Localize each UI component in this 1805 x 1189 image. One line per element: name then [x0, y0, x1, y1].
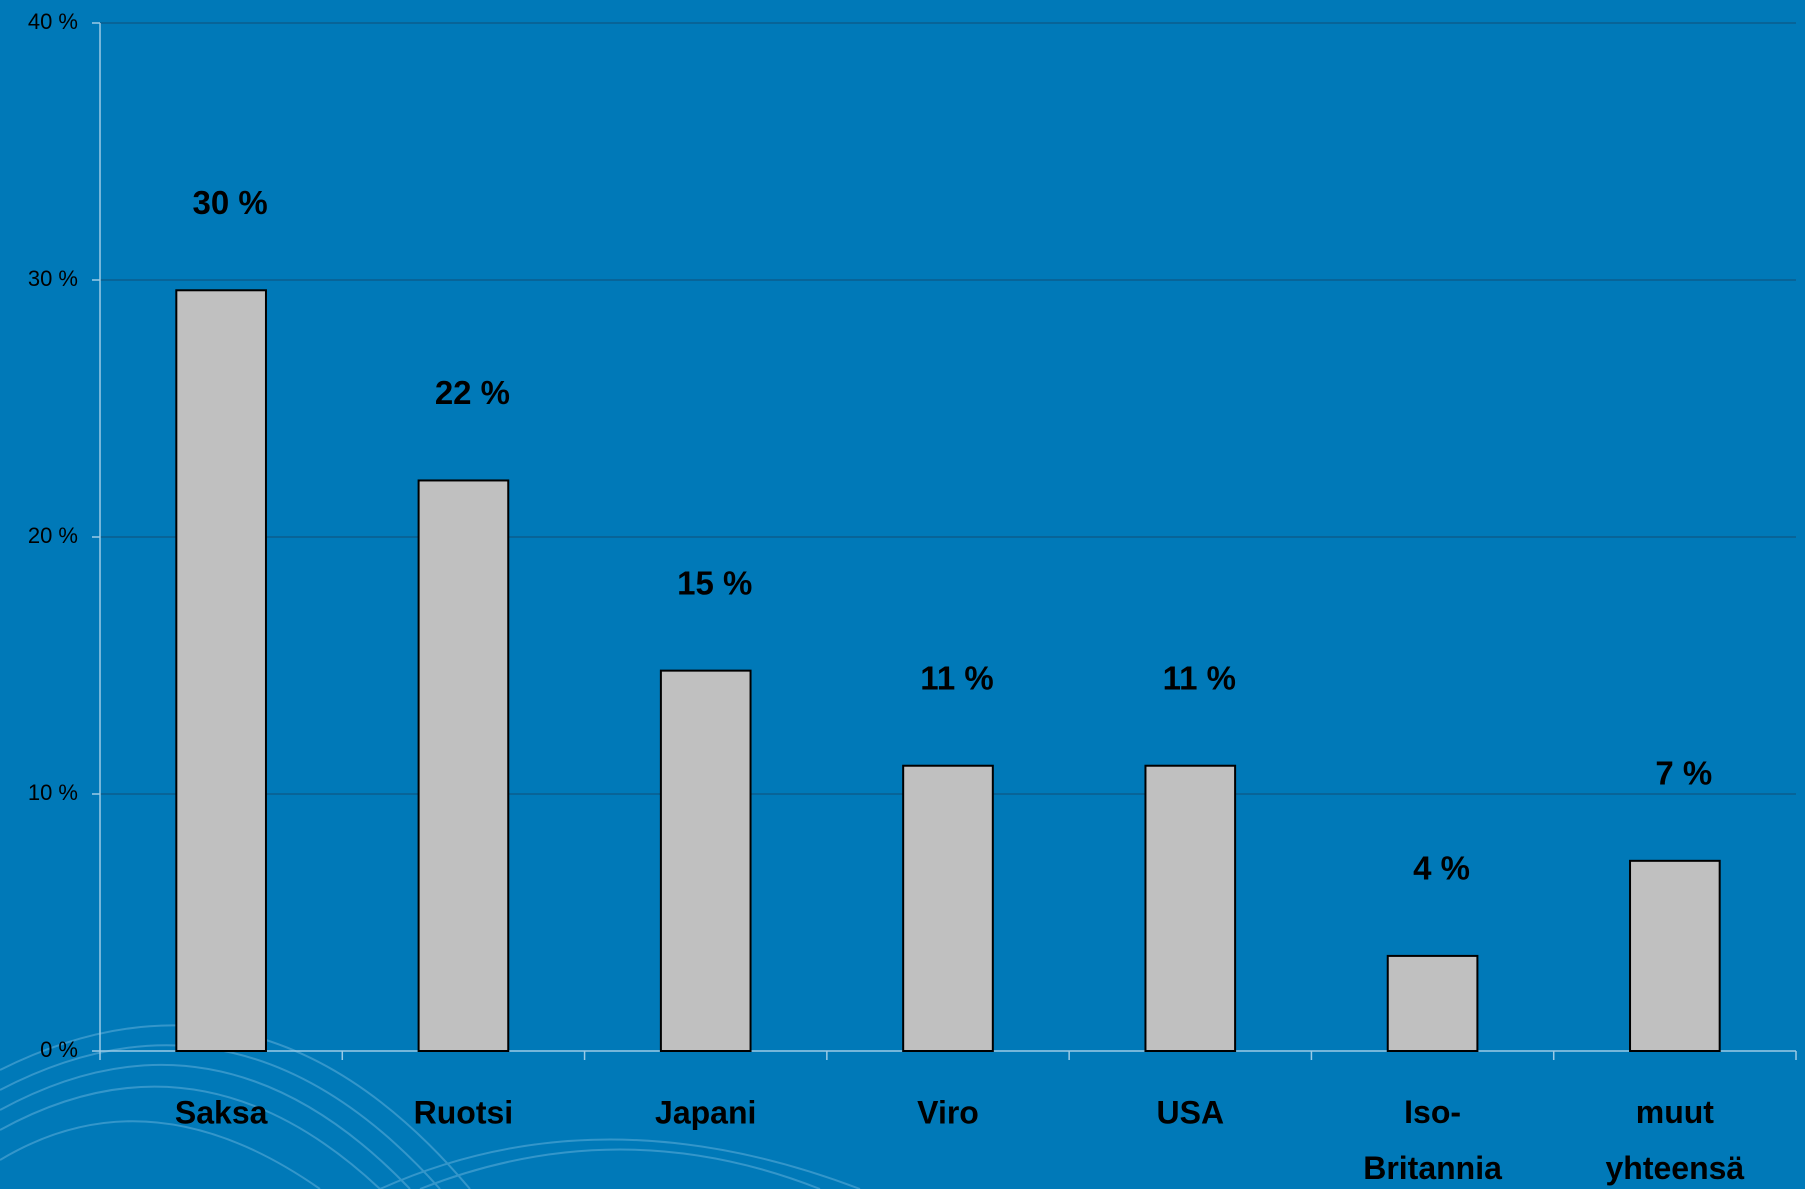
- x-tick-label: Japani: [655, 1094, 756, 1130]
- x-tick-label: Viro: [917, 1094, 979, 1130]
- y-tick-label: 30 %: [28, 266, 78, 291]
- value-label: 11 %: [1163, 659, 1236, 696]
- value-label: 4 %: [1413, 850, 1470, 887]
- bar: [659, 669, 752, 1052]
- bar: [417, 479, 510, 1052]
- value-label: 22 %: [435, 374, 510, 411]
- value-label: 15 %: [677, 564, 752, 601]
- value-label: 7 %: [1655, 755, 1712, 792]
- bar: [1629, 859, 1721, 1052]
- bar: [175, 289, 267, 1052]
- y-tick-label: 40 %: [28, 9, 78, 34]
- x-tick-label: Saksa: [175, 1094, 268, 1130]
- value-label: 30 %: [193, 184, 268, 221]
- y-tick-label: 20 %: [28, 523, 78, 548]
- x-tick-label: Ruotsi: [414, 1094, 514, 1130]
- x-tick-label: USA: [1157, 1094, 1225, 1130]
- y-tick-label: 0 %: [40, 1037, 78, 1062]
- y-tick-label: 10 %: [28, 780, 78, 805]
- x-tick-label: Iso-Britannia: [1363, 1094, 1502, 1186]
- bar: [1386, 954, 1479, 1052]
- bar: [1144, 764, 1237, 1052]
- x-tick-label: muut yhteensä: [1605, 1094, 1744, 1186]
- value-label: 11 %: [920, 659, 993, 696]
- bar: [902, 764, 994, 1052]
